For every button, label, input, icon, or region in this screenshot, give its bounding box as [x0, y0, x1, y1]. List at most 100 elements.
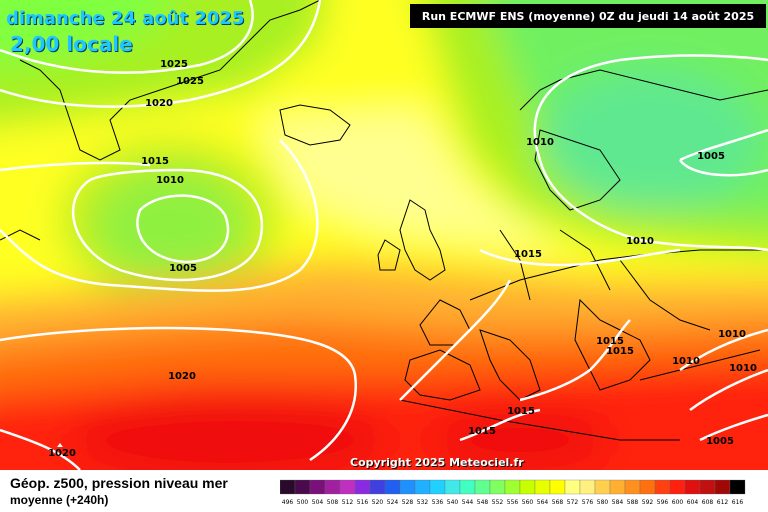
scale-swatch	[624, 479, 641, 495]
isobar-label: 1020	[145, 98, 173, 109]
svg-text:1010: 1010	[156, 175, 184, 186]
isobar-label: 1025	[160, 59, 188, 70]
isobar-label: 1020	[48, 448, 76, 459]
svg-text:1005: 1005	[169, 263, 197, 274]
scale-swatch	[519, 479, 536, 495]
scale-label: 536	[432, 499, 444, 506]
svg-text:1010: 1010	[718, 329, 746, 340]
scale-label: 556	[507, 499, 519, 506]
isobar-label: 1010	[526, 137, 554, 148]
scale-label: 500	[297, 499, 309, 506]
isobar-labels: 1025 1025 1020 1015 1010 1005 1020 1020 …	[48, 59, 757, 459]
svg-text:1015: 1015	[468, 426, 496, 437]
geopotential-field	[0, 0, 768, 470]
scale-label: 604	[687, 499, 699, 506]
scale-label: 520	[372, 499, 384, 506]
scale-swatch	[729, 479, 746, 495]
isobar-label: 1010	[626, 236, 654, 247]
scale-label: 564	[537, 499, 549, 506]
scale-swatch	[429, 479, 446, 495]
scale-swatch	[339, 479, 356, 495]
legend-title: Géop. z500, pression niveau mer	[10, 475, 228, 491]
scale-swatch	[564, 479, 581, 495]
scale-swatch	[294, 479, 311, 495]
scale-label: 532	[417, 499, 429, 506]
isobar-label: 1010	[729, 363, 757, 374]
scale-label: 584	[612, 499, 624, 506]
scale-label: 508	[327, 499, 339, 506]
scale-swatch	[354, 479, 371, 495]
svg-text:1010: 1010	[526, 137, 554, 148]
scale-swatch	[639, 479, 656, 495]
isobars	[0, 0, 768, 470]
scale-label: 504	[312, 499, 324, 506]
svg-text:1020: 1020	[145, 98, 173, 109]
scale-label: 612	[717, 499, 729, 506]
scale-label: 552	[492, 499, 504, 506]
scale-swatch	[489, 479, 506, 495]
scale-label: 588	[627, 499, 639, 506]
isobar-label: 1005	[697, 151, 725, 162]
scale-swatch	[549, 479, 566, 495]
svg-text:1015: 1015	[596, 336, 624, 347]
svg-text:1010: 1010	[672, 356, 700, 367]
svg-text:1015: 1015	[606, 346, 634, 357]
scale-swatch	[474, 479, 491, 495]
isobar-label: 1015	[468, 426, 496, 437]
scale-label: 616	[732, 499, 744, 506]
scale-label: 524	[387, 499, 399, 506]
forecast-time: 2,00 locale	[10, 32, 133, 56]
scale-swatch	[579, 479, 596, 495]
isobar-label: 1010	[672, 356, 700, 367]
scale-label: 576	[582, 499, 594, 506]
scale-label: 596	[657, 499, 669, 506]
scale-label: 592	[642, 499, 654, 506]
svg-text:1025: 1025	[176, 76, 204, 87]
scale-label: 568	[552, 499, 564, 506]
coastlines	[0, 0, 768, 441]
scale-label: 560	[522, 499, 534, 506]
scale-swatch	[699, 479, 716, 495]
isobar-label: 1005	[706, 436, 734, 447]
scale-swatch	[369, 479, 386, 495]
isobar-label: 1015	[514, 249, 542, 260]
copyright: Copyright 2025 Meteociel.fr	[350, 456, 524, 469]
scale-swatch	[684, 479, 701, 495]
svg-text:1020: 1020	[48, 448, 76, 459]
scale-swatch	[504, 479, 521, 495]
scale-swatch	[654, 479, 671, 495]
scale-swatch	[459, 479, 476, 495]
scale-label: 548	[477, 499, 489, 506]
svg-text:1015: 1015	[507, 406, 535, 417]
scale-swatch	[324, 479, 341, 495]
svg-text:1025: 1025	[160, 59, 188, 70]
forecast-date: dimanche 24 août 2025	[6, 8, 245, 29]
isobar-label: 1010	[718, 329, 746, 340]
scale-swatch	[714, 479, 731, 495]
scale-label: 608	[702, 499, 714, 506]
scale-label: 496	[282, 499, 294, 506]
scale-swatch	[609, 479, 626, 495]
isobar-label: 1025	[176, 76, 204, 87]
scale-label: 572	[567, 499, 579, 506]
color-scale: 496 500 504 508 512 516 520 524 528 532 536 540 544 5…	[280, 479, 746, 506]
legend-subtitle: moyenne (+240h)	[10, 493, 109, 507]
scale-swatch	[384, 479, 401, 495]
isobar-label: 1015	[507, 406, 535, 417]
isobar-label: 1015	[596, 336, 624, 347]
scale-swatch	[669, 479, 686, 495]
scale-swatch	[594, 479, 611, 495]
pressure-center-markers	[57, 443, 63, 447]
scale-label: 580	[597, 499, 609, 506]
svg-text:1020: 1020	[168, 371, 196, 382]
scale-label: 544	[462, 499, 474, 506]
svg-text:1005: 1005	[697, 151, 725, 162]
weather-map: 1025 1025 1020 1015 1010 1005 1020 1020 …	[0, 0, 768, 470]
scale-label: 600	[672, 499, 684, 506]
scale-label: 512	[342, 499, 354, 506]
scale-label: 516	[357, 499, 369, 506]
scale-swatch	[414, 479, 431, 495]
svg-text:1015: 1015	[141, 156, 169, 167]
isobar-label: 1015	[606, 346, 634, 357]
scale-swatch	[534, 479, 551, 495]
